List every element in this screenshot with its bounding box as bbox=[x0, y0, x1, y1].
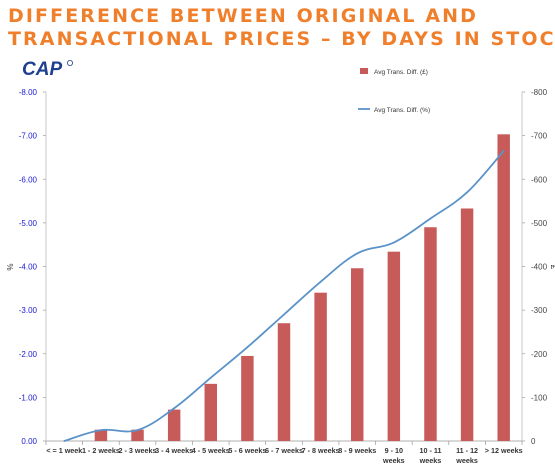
right-axis-tick-label: -300 bbox=[531, 306, 548, 315]
x-axis-category-label: 11 - 12 bbox=[456, 446, 478, 455]
bar bbox=[94, 429, 108, 441]
percent-series-point bbox=[356, 252, 359, 255]
right-axis-title: £ bbox=[549, 265, 555, 270]
x-axis-category-label: 5 - 6 weeks bbox=[228, 446, 266, 455]
left-axis-tick-label: -1.00 bbox=[19, 393, 38, 402]
left-axis-tick-label: -4.00 bbox=[19, 263, 38, 272]
percent-series-point bbox=[429, 217, 432, 220]
chart-title: DIFFERENCE BETWEEN ORIGINAL AND TRANSACT… bbox=[8, 5, 555, 51]
bar bbox=[167, 409, 181, 441]
x-axis-category-label: 8 - 9 weeks bbox=[338, 446, 376, 455]
bar bbox=[497, 134, 510, 441]
bar bbox=[351, 268, 364, 441]
percent-series-point bbox=[502, 149, 505, 152]
title-line-1: DIFFERENCE BETWEEN ORIGINAL AND bbox=[8, 5, 479, 27]
x-axis-category-label: 1 - 2 weeks bbox=[82, 446, 120, 455]
right-axis-tick-label: 0 bbox=[531, 437, 536, 446]
right-axis-tick-label: -500 bbox=[531, 219, 548, 228]
x-axis-category-label: < = 1 week bbox=[46, 446, 82, 455]
bar bbox=[387, 251, 401, 441]
percent-series-point bbox=[392, 241, 395, 244]
x-axis-category-label: > 12 weeks bbox=[485, 446, 523, 455]
x-axis-category-label: 10 - 11 bbox=[419, 446, 441, 455]
x-axis-category-label: 4 - 5 weeks bbox=[192, 446, 230, 455]
right-axis-tick-label: -200 bbox=[531, 350, 548, 359]
bar bbox=[204, 383, 217, 441]
left-axis-tick-label: -7.00 bbox=[19, 132, 38, 141]
left-axis-tick-label: 0.00 bbox=[21, 437, 37, 446]
left-axis-tick-label: -3.00 bbox=[19, 306, 38, 315]
left-axis-tick-label: -5.00 bbox=[19, 219, 38, 228]
bar bbox=[460, 208, 474, 441]
x-axis-category-label: 2 - 3 weeks bbox=[119, 446, 157, 455]
right-axis-tick-label: -100 bbox=[531, 393, 548, 402]
left-axis-tick-label: -6.00 bbox=[19, 175, 38, 184]
left-axis-title: % bbox=[6, 263, 15, 270]
percent-series-point bbox=[319, 280, 322, 283]
left-axis-tick-label: -2.00 bbox=[19, 350, 38, 359]
bar bbox=[277, 323, 291, 441]
percent-series-point bbox=[246, 346, 249, 349]
x-axis-category-label: 7 - 8 weeks bbox=[302, 446, 340, 455]
right-axis-tick-label: -600 bbox=[531, 175, 548, 184]
x-axis-category-label: 6 - 7 weeks bbox=[265, 446, 303, 455]
bar bbox=[314, 292, 327, 441]
percent-series-point bbox=[136, 429, 139, 431]
bar bbox=[424, 227, 437, 441]
cap-logo: CAP bbox=[22, 59, 74, 80]
left-axis-tick-label: -8.00 bbox=[19, 88, 38, 97]
legend-label-bar: Avg Trans. Diff. (£) bbox=[374, 69, 428, 76]
right-axis-tick-label: -800 bbox=[531, 88, 548, 97]
legend-swatch-bar bbox=[360, 68, 368, 74]
percent-series-point bbox=[100, 429, 102, 431]
percent-series-point bbox=[173, 407, 176, 410]
cap-logo-text: CAP bbox=[22, 59, 62, 80]
percent-series-point bbox=[63, 440, 66, 442]
x-axis-category-label: 3 - 4 weeks bbox=[155, 446, 193, 455]
title-line-2: TRANSACTIONAL PRICES – BY DAYS IN STOCK bbox=[8, 28, 555, 50]
legend-label-line: Avg Trans. Diff. (%) bbox=[374, 107, 430, 114]
bar bbox=[241, 355, 254, 441]
right-axis-tick-label: -700 bbox=[531, 132, 548, 141]
percent-series-point bbox=[283, 313, 285, 316]
percent-series-point bbox=[209, 376, 212, 379]
bar bbox=[131, 429, 144, 441]
x-axis-category-label: weeks bbox=[419, 456, 442, 465]
x-axis-category-label: weeks bbox=[455, 456, 478, 465]
percent-series-point bbox=[466, 191, 468, 194]
x-axis-category-label: weeks bbox=[382, 456, 405, 465]
right-axis-tick-label: -400 bbox=[531, 263, 548, 272]
x-axis-category-label: 9 - 10 bbox=[385, 446, 403, 455]
